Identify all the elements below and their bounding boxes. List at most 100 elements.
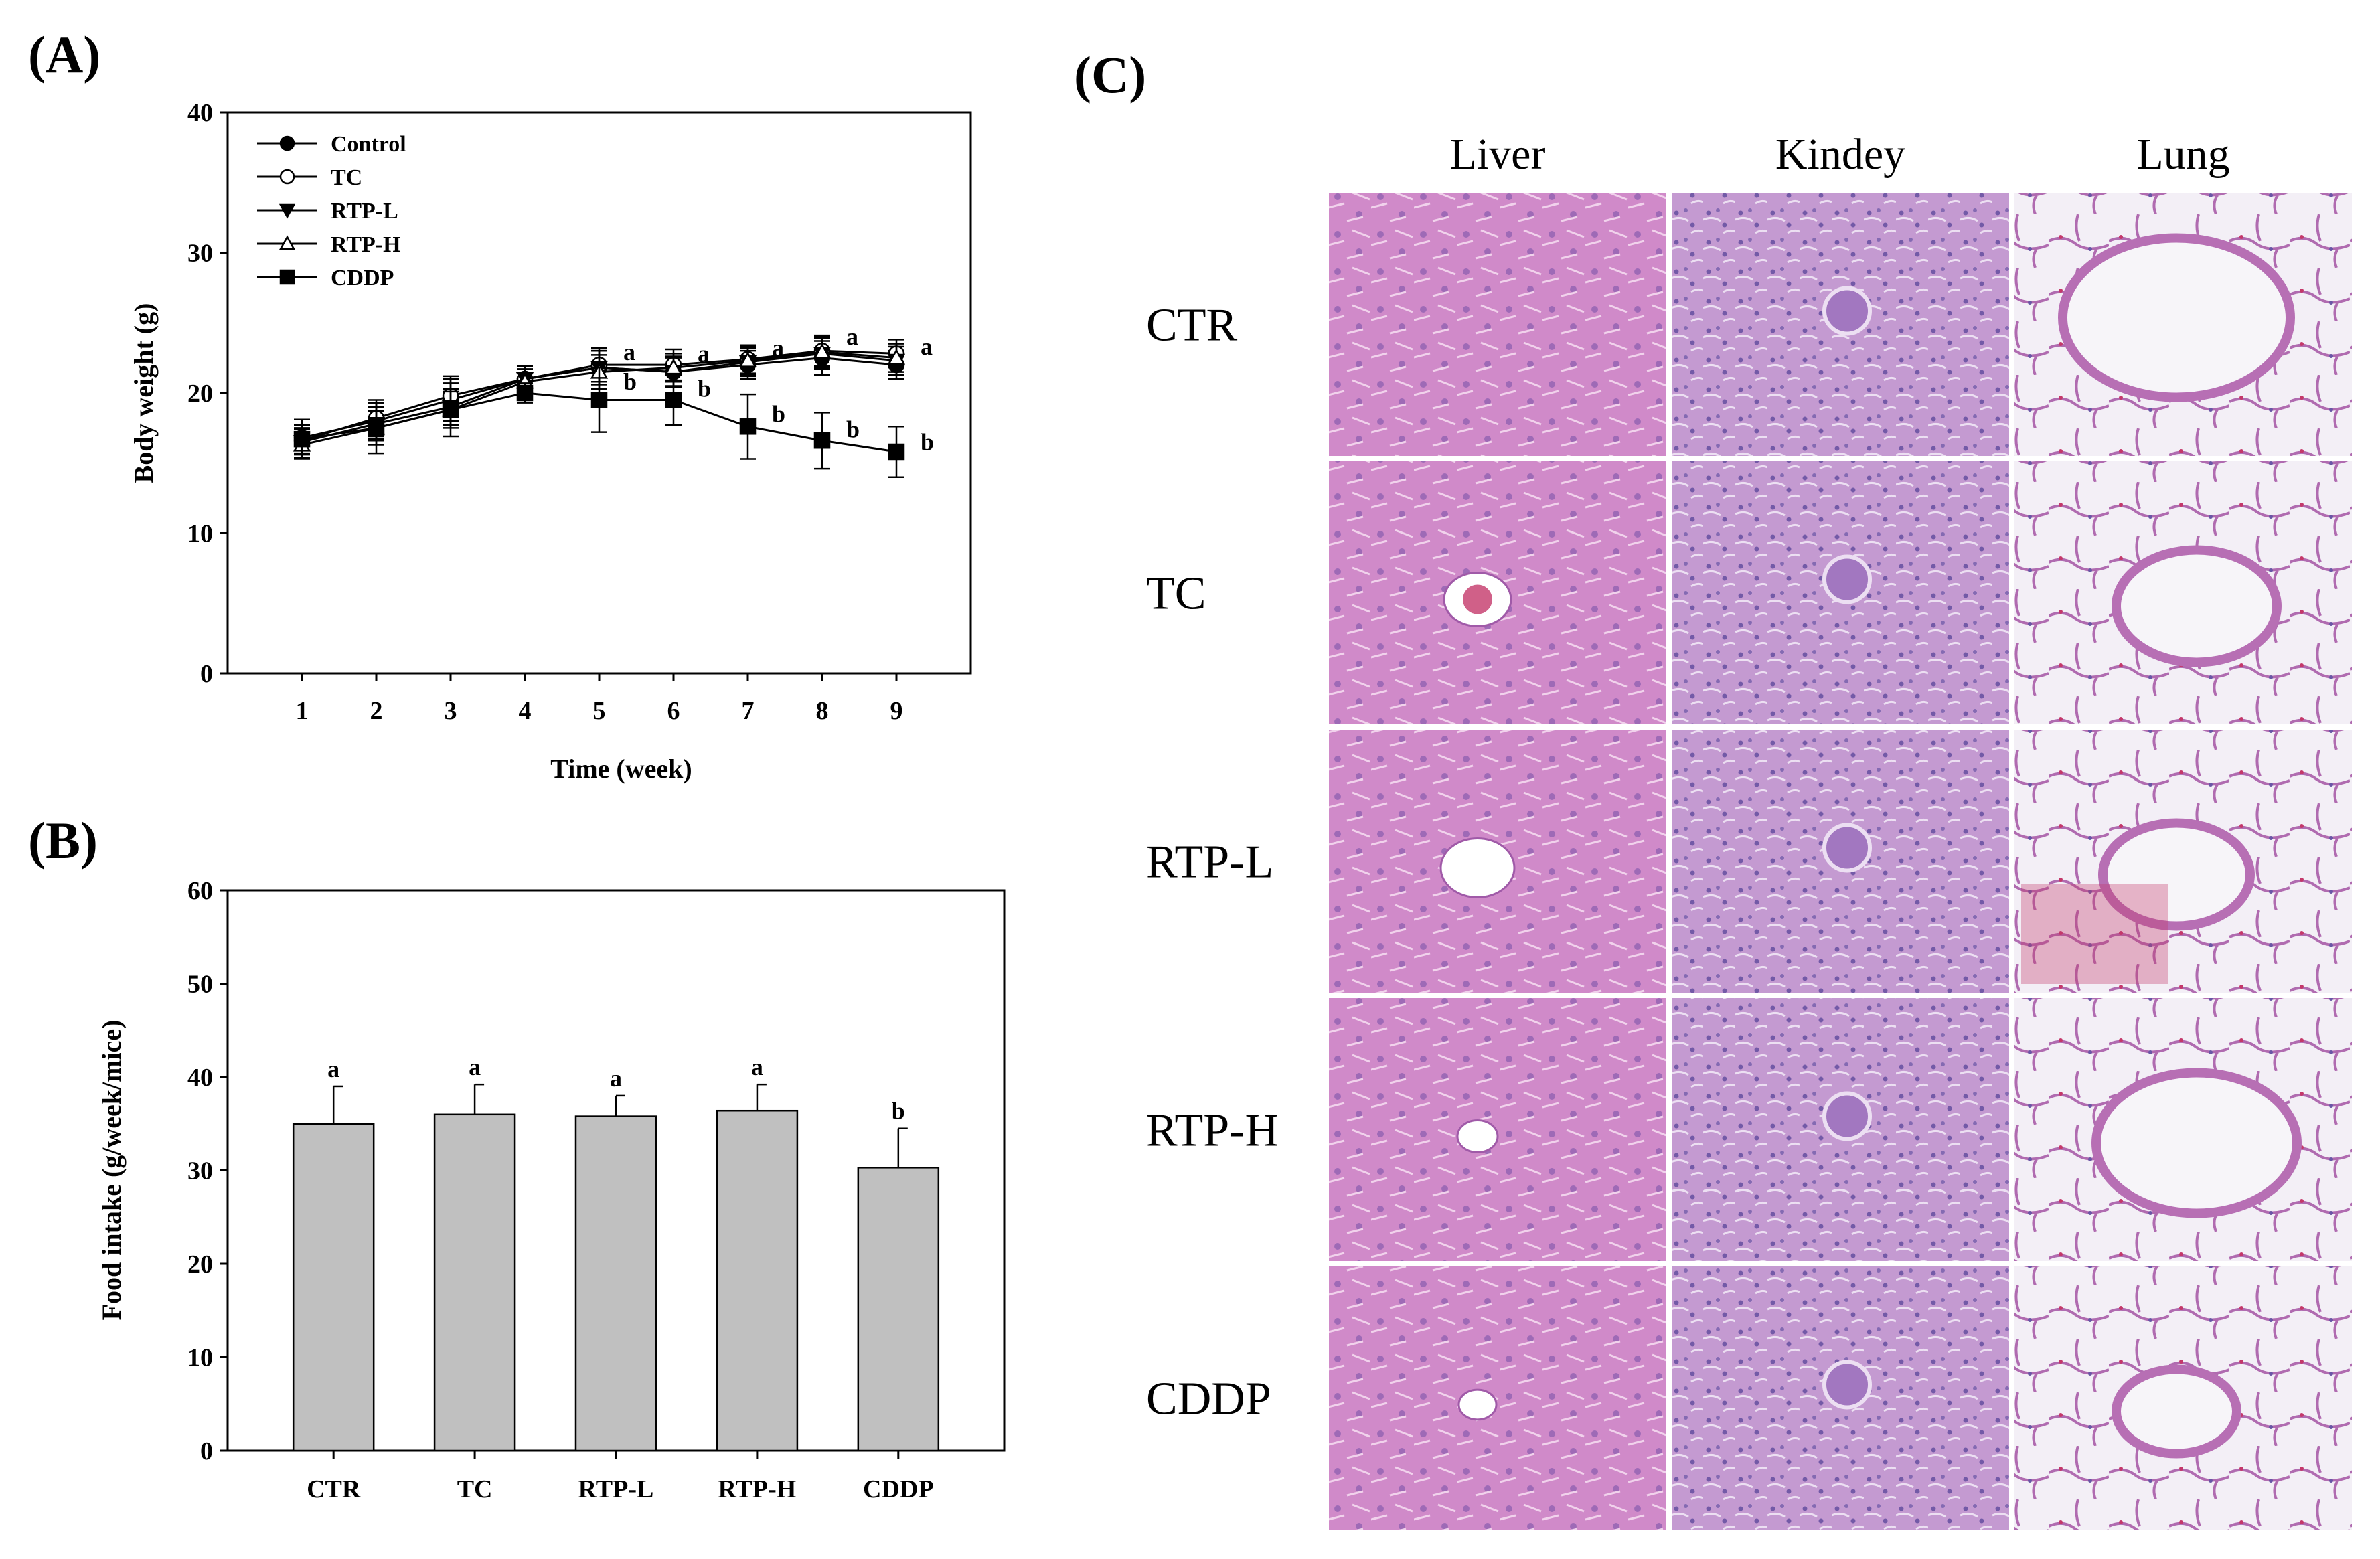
- tissue-texture: [1329, 998, 1666, 1261]
- chart-b-ticks: 0 10 20 30 40 50 60: [187, 877, 228, 1465]
- chart-a-ytick-label: 10: [187, 520, 213, 548]
- chart-a-ticks: 0 10 20 30 40 1 2 3 4 5 6 7 8 9: [187, 99, 903, 725]
- chart-b-ytick-label: 50: [187, 971, 213, 999]
- significance-label: b: [892, 1098, 905, 1125]
- histology-panel: Liver Kindey Lung CTR TC RTP-L RTP-H CDDP: [1146, 130, 2352, 1530]
- data-point: [665, 392, 682, 408]
- significance-label: b: [698, 376, 711, 402]
- histology-image-kindey-ctr: [1672, 193, 2009, 456]
- chart-a-series: [293, 334, 906, 478]
- chart-a-ytick-label: 0: [200, 660, 213, 688]
- chart-a-xtick-label: 4: [519, 697, 532, 725]
- histology-column-liver: Liver: [1450, 130, 1546, 179]
- bar-group-rtp-l: a RTP-L: [574, 1065, 657, 1503]
- bar: [292, 1123, 375, 1452]
- data-point: [590, 392, 608, 408]
- significance-label: a: [623, 339, 635, 365]
- chart-a-ytick-label: 30: [187, 240, 213, 268]
- data-point: [368, 420, 385, 436]
- central-vein: [1439, 837, 1516, 898]
- chart-b-xtick-label: TC: [457, 1475, 493, 1503]
- data-point: [442, 401, 459, 418]
- bronchiole: [2112, 545, 2282, 667]
- data-point: [516, 384, 534, 402]
- chart-b-ytick-label: 40: [187, 1064, 213, 1092]
- chart-a-legend: Control TC RTP-L RTP-H CDDP: [257, 132, 406, 291]
- bar: [857, 1167, 940, 1452]
- series-cddp: [293, 367, 905, 478]
- histology-image-kindey-tc: [1672, 461, 2009, 724]
- legend-label: CDDP: [331, 266, 394, 291]
- panel-label-c: (C): [1074, 46, 1146, 104]
- chart-b-ytick-label: 30: [187, 1157, 213, 1185]
- hemorrhage: [2021, 884, 2168, 984]
- histology-image-lung-rtp-l: [2014, 730, 2352, 993]
- glomerulus: [1822, 286, 1872, 336]
- glomerulus: [1822, 1360, 1872, 1410]
- significance-label: a: [698, 340, 710, 367]
- significance-label: a: [469, 1054, 481, 1080]
- chart-a-xtick-label: 1: [296, 697, 309, 725]
- significance-label: a: [610, 1065, 622, 1092]
- histology-row-tc: TC: [1146, 568, 1206, 620]
- legend-item-rtp-h: RTP-H: [257, 232, 401, 257]
- legend-item-tc: TC: [257, 165, 362, 190]
- significance-label: a: [751, 1054, 763, 1080]
- blood-cells: [1463, 584, 1492, 614]
- legend-marker: [279, 169, 295, 185]
- histology-image-lung-rtp-h: [2014, 998, 2352, 1261]
- legend-label: RTP-H: [331, 232, 401, 257]
- bar-group-tc: a TC: [433, 1054, 516, 1503]
- chart-b-bars: a CTR a TC a RTP-L a RTP-H b CDDP: [292, 1054, 940, 1503]
- data-point: [888, 443, 905, 461]
- chart-b-ytick-label: 0: [200, 1437, 213, 1465]
- legend-marker: [279, 135, 295, 151]
- bronchiole: [2112, 1364, 2241, 1459]
- histology-image-liver-cddp: [1329, 1266, 1666, 1530]
- histology-row-rtp-l: RTP-L: [1146, 837, 1273, 888]
- legend-label: TC: [331, 165, 362, 190]
- chart-a-xtick-label: 8: [816, 697, 829, 725]
- chart-a-xtick-label: 5: [593, 697, 606, 725]
- chart-b-ylabel: Food intake (g/week/mice): [96, 1020, 127, 1321]
- bar: [433, 1113, 516, 1452]
- significance-label: b: [921, 428, 934, 455]
- significance-label: b: [846, 416, 860, 442]
- tissue-texture: [1329, 1266, 1666, 1530]
- chart-a-xlabel: Time (week): [550, 754, 692, 784]
- legend-label: RTP-L: [331, 199, 398, 224]
- histology-row-rtp-h: RTP-H: [1146, 1105, 1279, 1157]
- significance-label: a: [772, 335, 784, 361]
- histology-image-kindey-cddp: [1672, 1266, 2009, 1530]
- histology-image-liver-rtp-h: [1329, 998, 1666, 1261]
- central-vein: [1457, 1388, 1498, 1421]
- bar-group-ctr: a CTR: [292, 1056, 375, 1503]
- panel-label-a: (A): [28, 25, 100, 84]
- chart-b-ytick-label: 60: [187, 877, 213, 905]
- chart-b-ytick-label: 20: [187, 1250, 213, 1279]
- chart-a-xtick-label: 9: [890, 697, 903, 725]
- significance-label: b: [772, 400, 785, 427]
- significance-label: b: [623, 368, 637, 395]
- glomerulus: [1822, 823, 1872, 873]
- significance-label: a: [921, 333, 933, 360]
- data-point: [739, 418, 757, 435]
- food-intake-bar-chart: Food intake (g/week/mice) 0102030405060 …: [96, 877, 1006, 1503]
- chart-a-xtick-label: 6: [667, 697, 680, 725]
- central-vein: [1456, 1119, 1499, 1153]
- chart-b-xtick-label: CTR: [307, 1475, 361, 1503]
- histology-column-kindey: Kindey: [1775, 130, 1905, 179]
- chart-b-xtick-label: RTP-L: [578, 1475, 654, 1503]
- data-point: [813, 343, 831, 359]
- significance-label: a: [846, 323, 858, 350]
- histology-row-cddp: CDDP: [1146, 1374, 1271, 1425]
- data-point: [738, 351, 757, 367]
- bar: [716, 1109, 799, 1452]
- chart-a-ytick-label: 40: [187, 99, 213, 127]
- histology-image-lung-tc: [2014, 461, 2352, 724]
- significance-label: a: [327, 1056, 339, 1082]
- data-point: [887, 349, 906, 365]
- chart-b-ytick-label: 10: [187, 1344, 213, 1372]
